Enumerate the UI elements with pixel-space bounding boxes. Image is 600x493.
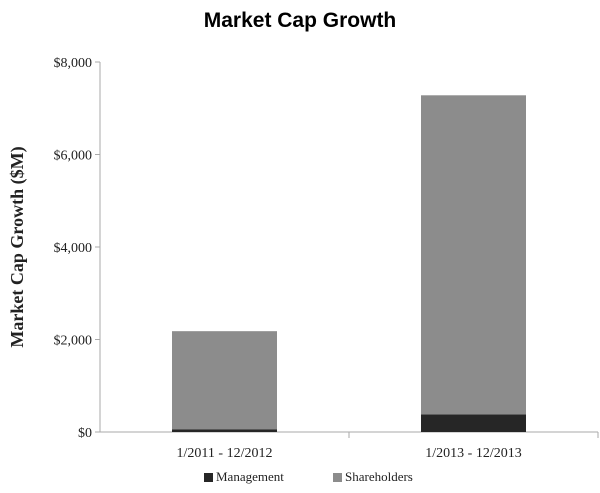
y-ticks: $0 $2,000 $4,000 $6,000 $8,000 [54,56,100,441]
x-tick-label: 1/2013 - 12/2013 [425,446,521,461]
y-tick-label: $2,000 [54,334,93,349]
legend-label-shareholders: Shareholders [345,469,413,484]
y-tick-label: $6,000 [54,149,93,164]
y-axis-label: Market Cap Growth ($M) [7,146,28,347]
legend-swatch-shareholders [333,473,342,482]
y-tick-label: $0 [78,426,92,441]
bar-management-2 [421,414,526,432]
legend-swatch-management [204,473,213,482]
bar-shareholders-2 [421,95,526,415]
x-ticks: 1/2011 - 12/2012 1/2013 - 12/2013 [177,432,599,461]
chart-title: Market Cap Growth [204,9,397,32]
y-tick-label: $8,000 [54,56,93,71]
bar-shareholders-1 [172,331,277,430]
bar-management-1 [172,429,277,432]
legend-label-management: Management [216,469,284,484]
bars [172,95,526,432]
y-tick-label: $4,000 [54,241,93,256]
legend: Management Shareholders [204,469,413,484]
x-tick-label: 1/2011 - 12/2012 [177,446,273,461]
